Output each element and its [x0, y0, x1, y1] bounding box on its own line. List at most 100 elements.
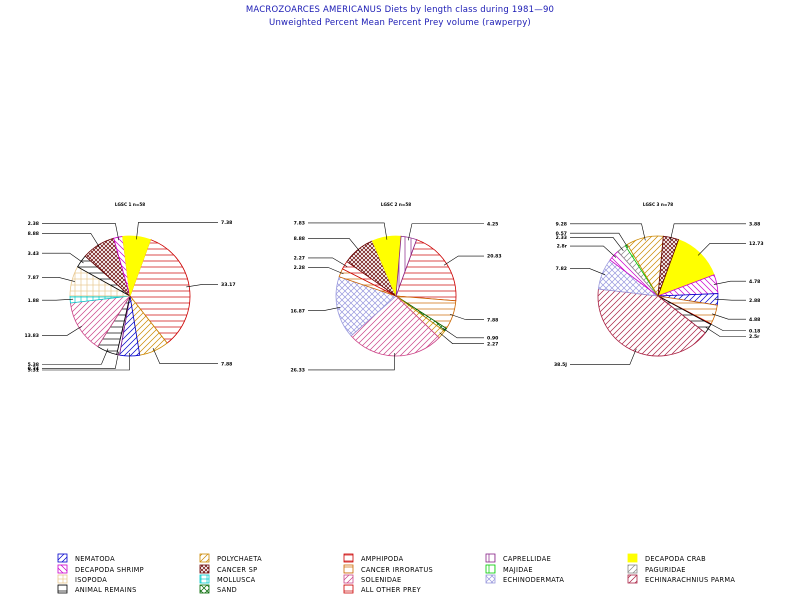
legend-swatch: [199, 564, 210, 574]
slice-leader-line: [42, 298, 74, 301]
slice-leader-line: [308, 352, 396, 371]
legend-label: SOLENIDAE: [361, 576, 401, 584]
legend-item-all-other-prey: ALL OTHER PREY: [343, 584, 422, 594]
slice-value-label: 2.27: [294, 256, 305, 262]
slice-leader-line: [308, 238, 361, 252]
legend-label: CANCER SP: [217, 566, 257, 574]
legend-item-isopoda: ISOPODA: [57, 574, 107, 584]
legend-label: NEMATODA: [75, 555, 115, 563]
legend-swatch: [57, 553, 68, 563]
slice-value-label: 33.17: [221, 282, 236, 288]
legend-swatch: [627, 553, 638, 563]
legend-item-sand: SAND: [199, 584, 237, 594]
legend-swatch: [199, 584, 210, 594]
legend-label: ECHINARACHNIUS PARMA: [645, 576, 735, 584]
legend: NEMATODA DECAPODA SHRIMP ISOPODA ANIMAL REM…: [57, 553, 735, 594]
slice-leader-line: [152, 348, 218, 365]
slice-value-label: 0.18: [749, 328, 760, 334]
legend-label: ISOPODA: [75, 576, 107, 584]
slice-value-label: 2.8r: [557, 244, 568, 250]
legend-item-nematoda: NEMATODA: [57, 553, 115, 563]
slice-value-label: 4.78: [749, 279, 760, 285]
legend-item-paguridae: PAGURIDAE: [627, 564, 685, 574]
slice-leader-line: [570, 245, 617, 258]
slice-value-label: 16.87: [290, 308, 305, 314]
slice-value-label: 2.28: [294, 265, 305, 271]
legend-swatch: [57, 574, 68, 584]
legend-item-echinodermata: ECHINODERMATA: [485, 574, 564, 584]
pie-title: LGSC 2 n=58: [381, 202, 411, 207]
slice-value-label: 7.88: [487, 317, 498, 323]
slice-value-label: 0.57: [556, 231, 567, 237]
legend-item-amphipoda: AMPHIPODA: [343, 553, 404, 563]
legend-swatch: [343, 584, 354, 594]
legend-swatch: [485, 574, 496, 584]
slice-leader-line: [570, 236, 624, 251]
legend-item-polychaeta: POLYCHAETA: [199, 553, 262, 563]
slice-value-label: 1.88: [28, 298, 39, 304]
legend-item-caprellidae: CAPRELLIDAE: [485, 553, 551, 563]
legend-swatch: [485, 553, 496, 563]
slice-value-label: 8.88: [28, 231, 39, 237]
slice-leader-line: [442, 327, 484, 339]
slice-value-label: 2.27: [487, 341, 498, 347]
slice-leader-line: [308, 307, 341, 311]
slice-value-label: 4.25: [487, 221, 498, 227]
slice-value-label: 2.88: [749, 298, 760, 304]
legend-label: MOLLUSCA: [217, 576, 256, 584]
slice-value-label: 3.43: [28, 251, 39, 257]
legend-swatch: [627, 574, 638, 584]
legend-item-animal-remains: ANIMAL REMAINS: [57, 584, 136, 594]
pie-title: LGSC 1 n=58: [115, 202, 145, 207]
slice-value-label: 2.33: [556, 235, 567, 241]
slice-value-label: 7.83: [294, 221, 305, 227]
slice-value-label: 5.31: [28, 368, 39, 374]
slice-leader-line: [136, 222, 218, 240]
slice-value-label: 7.87: [28, 275, 39, 281]
slice-leader-line: [308, 257, 348, 267]
slice-value-label: 7.38: [221, 220, 232, 226]
legend-label: ALL OTHER PREY: [361, 586, 422, 594]
slice-value-label: 9.28: [556, 221, 567, 227]
legend-item-cancer-irroratus: CANCER IRRORATUS: [343, 564, 433, 574]
slice-leader-line: [186, 283, 218, 288]
slice-value-label: 4.88: [749, 317, 760, 323]
legend-swatch: [57, 564, 68, 574]
slice-leader-line: [308, 222, 388, 240]
slice-value-label: 12.73: [749, 241, 764, 247]
chart-subtitle: Unweighted Percent Mean Percent Prey vol…: [269, 18, 531, 28]
legend-label: DECAPODA SHRIMP: [75, 566, 144, 574]
legend-label: AMPHIPODA: [361, 555, 404, 563]
legend-label: POLYCHAETA: [217, 555, 262, 563]
slice-leader-line: [439, 332, 484, 344]
slice-leader-line: [708, 322, 746, 332]
slice-leader-line: [308, 266, 344, 275]
slice-leader-line: [42, 276, 75, 282]
legend-swatch: [627, 564, 638, 574]
pie-chart-1: LGSC 1 n=58 33.17 7.88 5.310.745.38 13.83 1.8…: [24, 202, 235, 374]
legend-swatch: [199, 553, 210, 563]
legend-item-decapoda-crab: DECAPODA CRAB: [627, 553, 706, 563]
legend-label: ECHINODERMATA: [503, 576, 564, 584]
legend-swatch: [199, 574, 210, 584]
slice-value-label: 13.83: [24, 333, 39, 339]
slice-leader-line: [697, 243, 746, 256]
slice-value-label: 3.88: [749, 221, 760, 227]
chart-title: MACROZOARCES AMERICANUS Diets by length …: [246, 5, 554, 15]
pie-charts: LGSC 1 n=58 33.17 7.88 5.310.745.38 13.83 1.8…: [24, 202, 763, 374]
slice-value-label: 8.88: [294, 236, 305, 242]
slice-leader-line: [714, 298, 746, 301]
legend-swatch: [485, 564, 496, 574]
slice-leader-line: [42, 223, 120, 241]
legend-label: SAND: [217, 586, 237, 594]
slice-leader-line: [712, 313, 746, 320]
slice-leader-line: [42, 252, 84, 264]
slice-value-label: 2.5r: [749, 334, 760, 340]
slice-leader-line: [449, 313, 484, 321]
legend-label: CAPRELLIDAE: [503, 555, 551, 563]
slice-value-label: 38.5J: [554, 362, 567, 368]
slice-value-label: 0.90: [487, 335, 498, 341]
legend-item-majidae: MAJIDAE: [485, 564, 533, 574]
pie-title: LGSC 3 n=78: [643, 202, 673, 207]
slice-leader-line: [570, 348, 637, 365]
